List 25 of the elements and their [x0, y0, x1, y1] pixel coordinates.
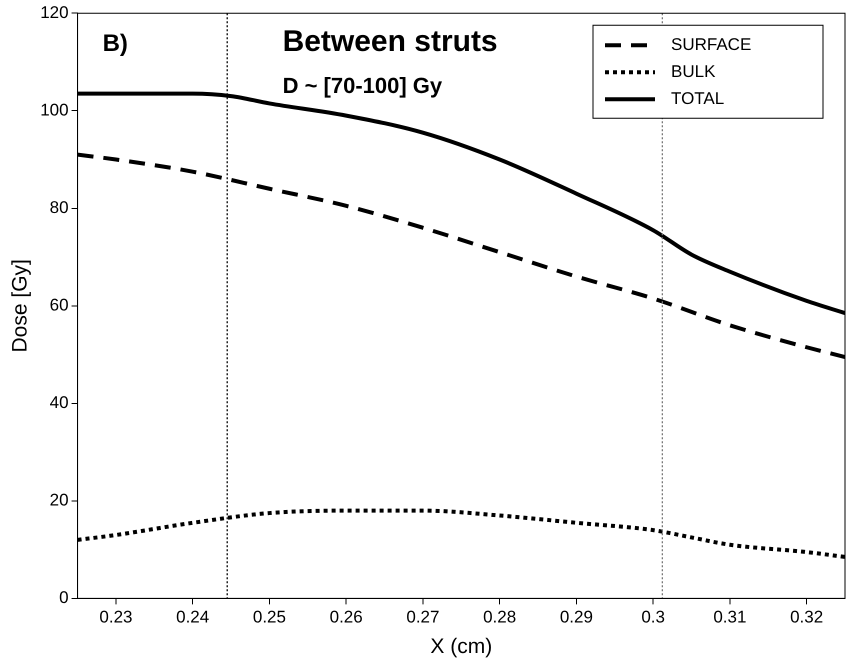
y-tick-label: 80 — [50, 198, 69, 217]
y-tick-label: 120 — [40, 2, 69, 22]
y-axis-title: Dose [Gy] — [8, 259, 32, 352]
annotation: B) — [102, 30, 128, 58]
x-tick-label: 0.26 — [330, 607, 363, 626]
legend-label: SURFACE — [671, 34, 752, 54]
y-tick-label: 100 — [40, 100, 69, 120]
x-tick-label: 0.25 — [252, 607, 286, 626]
legend-label: BULK — [671, 62, 716, 81]
x-tick-label: 0.32 — [790, 607, 824, 626]
legend-label: TOTAL — [671, 88, 724, 108]
x-tick-label: 0.28 — [483, 607, 516, 626]
y-tick-label: 60 — [50, 295, 69, 314]
x-tick-label: 0.31 — [713, 607, 746, 626]
y-tick-label: 40 — [50, 393, 69, 412]
annotation: Between struts — [282, 25, 498, 58]
annotation: D ~ [70-100] Gy — [282, 73, 443, 98]
x-tick-label: 0.3 — [641, 607, 665, 626]
x-tick-label: 0.24 — [176, 607, 210, 626]
x-tick-label: 0.23 — [99, 607, 132, 626]
x-tick-label: 0.27 — [406, 607, 440, 626]
y-tick-label: 20 — [50, 490, 69, 510]
x-tick-label: 0.29 — [560, 607, 593, 626]
x-axis-title: X (cm) — [430, 635, 492, 658]
y-tick-label: 0 — [59, 588, 69, 608]
